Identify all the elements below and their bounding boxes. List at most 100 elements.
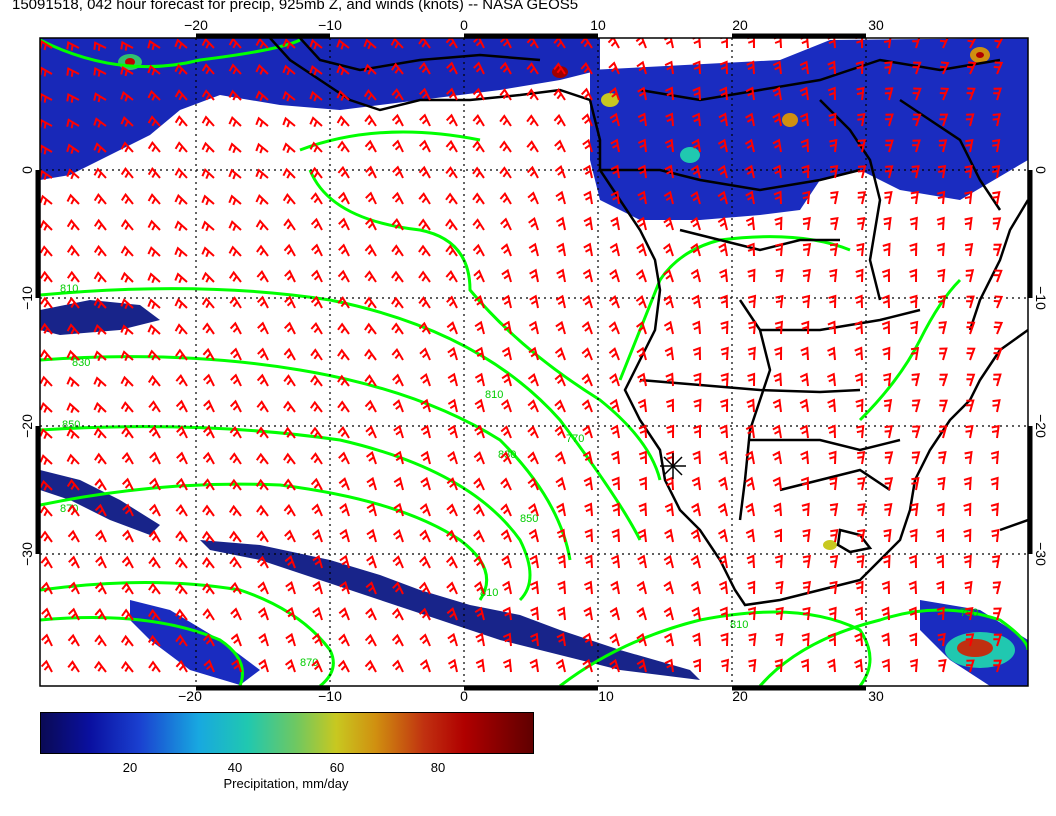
wind-barb	[775, 242, 784, 257]
wind-barb	[258, 658, 269, 673]
wind-barb	[638, 424, 647, 439]
wind-barb	[390, 62, 404, 75]
wind-barb	[364, 374, 377, 387]
wind-barb	[774, 320, 784, 335]
wind-barb	[501, 346, 512, 361]
wind-barb	[393, 476, 404, 491]
wind-barb	[556, 528, 566, 543]
wind-barb	[582, 450, 593, 465]
wind-barb	[719, 606, 728, 621]
contour-label: 810	[480, 587, 498, 599]
wind-barb	[202, 347, 215, 361]
wind-barb	[830, 529, 839, 543]
wind-barb	[854, 658, 863, 673]
wind-barb	[828, 606, 837, 621]
wind-barb	[530, 606, 539, 621]
wind-barb	[938, 425, 948, 439]
wind-barb	[857, 217, 866, 231]
wind-barb	[255, 38, 269, 49]
wind-barb	[746, 60, 755, 75]
wind-barb	[445, 113, 458, 127]
wind-barb	[554, 165, 566, 179]
wind-barb	[229, 556, 242, 569]
wind-barb	[473, 294, 485, 309]
wind-barb	[93, 324, 107, 335]
wind-barb	[310, 192, 323, 205]
wind-barb	[472, 192, 485, 205]
wind-barb	[555, 216, 566, 231]
wind-barb	[554, 425, 566, 439]
wind-barb	[148, 582, 161, 595]
wind-barb	[418, 244, 431, 257]
wind-barb	[94, 581, 107, 595]
wind-barb	[744, 164, 755, 179]
wind-barb	[364, 399, 377, 413]
wind-barb	[66, 244, 80, 257]
wind-barb	[257, 321, 269, 335]
contour-label: 830	[72, 357, 90, 369]
wind-barb	[202, 478, 215, 491]
wind-barb	[472, 166, 485, 179]
wind-barb	[775, 268, 784, 283]
lon-tick-label: 30	[868, 17, 884, 33]
wind-barb	[801, 502, 810, 517]
wind-barb	[40, 581, 53, 595]
wind-barb	[802, 528, 811, 543]
border	[679, 228, 840, 252]
wind-barb	[93, 192, 107, 205]
wind-barb	[445, 269, 458, 283]
wind-barb	[799, 424, 809, 439]
wind-barb	[120, 350, 134, 361]
wind-barb	[285, 632, 296, 647]
wind-barb	[419, 503, 431, 517]
lon-tick-label: 0	[460, 17, 468, 33]
wind-barb	[636, 242, 647, 257]
wind-barb	[720, 372, 729, 387]
wind-barb	[121, 451, 134, 465]
wind-barb	[120, 40, 134, 51]
wind-barb	[663, 554, 674, 569]
wind-barb	[747, 580, 756, 595]
wind-barb	[854, 372, 863, 387]
wind-barb	[256, 269, 269, 283]
wind-barb	[993, 659, 1002, 673]
wind-barb	[338, 607, 350, 621]
wind-barb	[40, 479, 53, 491]
wind-barb	[502, 658, 512, 673]
wind-barb	[718, 580, 728, 595]
wind-barb	[282, 142, 296, 154]
wind-barb	[772, 424, 782, 439]
wind-barb	[556, 632, 566, 647]
wind-barb	[664, 528, 674, 543]
wind-barb	[747, 372, 756, 387]
wind-barb	[909, 658, 919, 673]
wind-barb	[391, 347, 404, 361]
wind-barb	[965, 425, 974, 439]
wind-barb	[610, 216, 620, 231]
wind-barb	[230, 347, 242, 361]
contour-line	[559, 610, 872, 686]
wind-barb	[66, 92, 80, 103]
wind-barb	[148, 529, 161, 543]
wind-barb	[528, 528, 539, 543]
wind-barb	[992, 113, 1001, 127]
wind-barb	[499, 88, 512, 101]
wind-barb	[121, 582, 134, 595]
wind-barb	[311, 633, 323, 647]
wind-barb	[255, 219, 269, 231]
wind-barb	[635, 320, 647, 335]
wind-barb	[772, 450, 782, 465]
wind-barb	[608, 61, 620, 75]
wind-barb	[557, 554, 566, 569]
wind-barb	[501, 268, 512, 283]
lat-tick-label: 0	[1033, 166, 1049, 174]
wind-barb	[175, 659, 188, 673]
wind-barb	[446, 503, 458, 517]
wind-barb	[392, 659, 404, 673]
wind-barb	[337, 322, 350, 335]
wind-barb	[854, 320, 863, 335]
border	[760, 308, 921, 332]
wind-barb	[366, 554, 377, 569]
wind-barb	[829, 138, 838, 153]
wind-barb	[609, 112, 620, 127]
